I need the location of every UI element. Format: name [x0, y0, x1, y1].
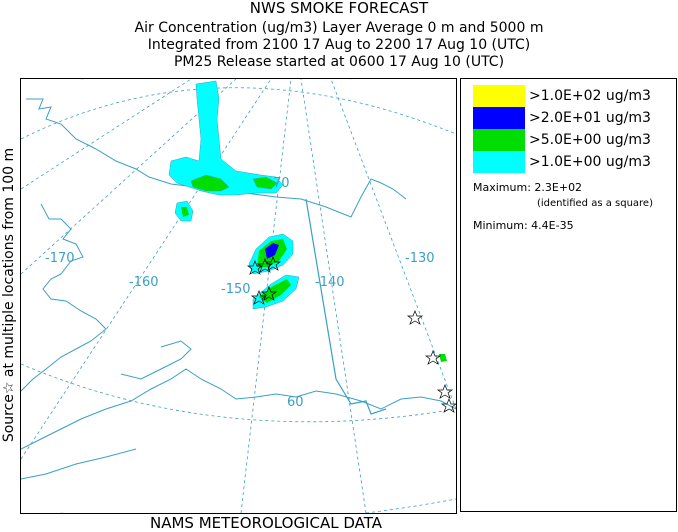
meridian-140 [300, 79, 367, 513]
graticule-labels: -170 -160 -150 -140 -130 70 60 [45, 176, 435, 410]
maximum-note: (identified as a square) [537, 198, 653, 209]
parallel-70 [21, 87, 456, 140]
integration-period: Integrated from 2100 17 Aug to 2200 17 A… [147, 37, 531, 53]
canada-border [305, 198, 387, 415]
source-side-label-text: Source☆ at multiple locations from 100 m [1, 147, 17, 443]
lon-label-150: -150 [221, 282, 251, 297]
source-star [256, 258, 274, 273]
forecast-title: NWS SMOKE FORECAST [249, 0, 429, 17]
source-star [424, 350, 442, 365]
legend-swatch-cyan [473, 151, 525, 173]
parallel-60 [21, 363, 456, 423]
data-source-footer: NAMS METEOROLOGICAL DATA [150, 514, 382, 532]
legend-label: >1.0E+02 ug/m3 [529, 88, 651, 104]
source-star [406, 310, 424, 325]
smoke-plumes [168, 80, 447, 362]
meridian-130 [330, 79, 456, 410]
parallel-50 [61, 498, 456, 513]
legend-swatch-blue [473, 107, 525, 129]
smoke-map: -170 -160 -150 -140 -130 70 60 [20, 78, 457, 514]
legend-label: >5.0E+00 ug/m3 [529, 132, 651, 148]
source-star [264, 256, 282, 271]
minimum-value: Minimum: 4.4E-35 [473, 219, 574, 232]
release-info: PM25 Release started at 0600 17 Aug 10 (… [173, 54, 505, 70]
concentration-subtitle: Air Concentration (ug/m3) Layer Average … [134, 20, 544, 36]
source-star [436, 384, 454, 399]
plume-north-green [190, 174, 230, 192]
legend-item: >2.0E+01 ug/m3 [473, 107, 673, 129]
legend-label: >2.0E+01 ug/m3 [529, 110, 651, 126]
plume-south-green [259, 279, 291, 303]
plume-central-blue [265, 243, 279, 259]
meridian-160 [21, 79, 272, 460]
legend-item: >1.0E+00 ug/m3 [473, 151, 673, 173]
lon-label-160: -160 [129, 275, 159, 290]
source-side-label: Source☆ at multiple locations from 100 m [0, 80, 18, 510]
lon-label-170: -170 [45, 251, 75, 266]
meridian-180 [21, 79, 192, 190]
plume-small-green [181, 207, 189, 217]
plume-north-green-2 [252, 176, 278, 190]
legend-swatch-green [473, 129, 525, 151]
source-star [440, 398, 456, 413]
lon-label-140: -140 [315, 275, 345, 290]
legend-swatch-yellow [473, 85, 525, 107]
legend-panel: >1.0E+02 ug/m3 >2.0E+01 ug/m3 >5.0E+00 u… [460, 78, 677, 512]
source-star [250, 290, 268, 305]
legend-item: >5.0E+00 ug/m3 [473, 129, 673, 151]
legend-item: >1.0E+02 ug/m3 [473, 85, 673, 107]
lat-label-70: 70 [273, 176, 290, 191]
legend-label: >1.0E+00 ug/m3 [529, 154, 651, 170]
lon-label-130: -130 [405, 251, 435, 266]
plume-east-green [439, 354, 447, 362]
lat-label-60: 60 [287, 395, 304, 410]
maximum-value: Maximum: 2.3E+02 [473, 181, 583, 194]
plume-north-cyan [168, 80, 284, 196]
map-canvas: -170 -160 -150 -140 -130 70 60 [21, 79, 456, 513]
coastline [21, 98, 456, 480]
source-star [260, 286, 278, 301]
source-markers [246, 256, 456, 413]
